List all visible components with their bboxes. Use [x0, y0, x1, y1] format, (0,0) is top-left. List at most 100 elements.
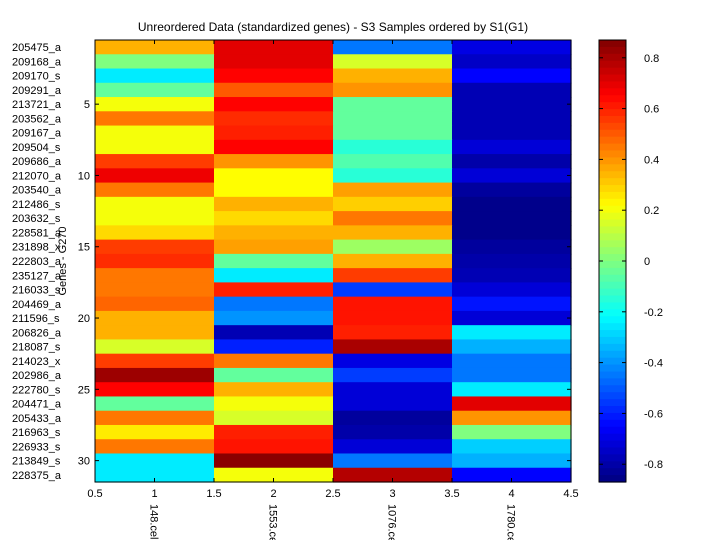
colorbar-segment: [599, 81, 626, 89]
colorbar-tick-label: 0.8: [644, 53, 659, 65]
gene-label: 218087_s: [12, 342, 61, 354]
heatmap-cell: [452, 111, 572, 127]
colorbar-segment: [599, 454, 626, 462]
heatmap-cell: [452, 367, 572, 383]
heatmap-cell: [452, 382, 572, 398]
colorbar-segment: [599, 95, 626, 103]
gene-label: 202986_a: [12, 370, 62, 382]
colorbar-segment: [599, 330, 626, 338]
colorbar-segment: [599, 178, 626, 186]
heatmap-cell: [95, 467, 215, 483]
heatmap-cell: [333, 396, 453, 412]
heatmap-cell: [214, 97, 334, 112]
heatmap-cell: [333, 40, 453, 55]
colorbar-segment: [599, 316, 626, 324]
heatmap-cell: [95, 353, 215, 369]
heatmap-cell: [214, 367, 334, 383]
y-axis-ticks: 5 10 15 20 25 30: [78, 99, 571, 468]
colorbar-segment: [599, 281, 626, 290]
heatmap-cell: [214, 310, 334, 326]
heatmap-cell: [333, 439, 453, 455]
heatmap-cell: [214, 296, 334, 312]
heatmap-cell: [95, 410, 215, 426]
heatmap-cell: [214, 211, 334, 226]
heatmap-cell: [333, 225, 453, 241]
heatmap-cell: [214, 325, 334, 341]
heatmap-cell: [333, 168, 453, 184]
colorbar-segment: [599, 60, 626, 69]
heatmap-cell: [214, 154, 334, 169]
heatmap-cell: [95, 111, 215, 127]
heatmap-cell: [452, 211, 572, 226]
heatmap-cell: [452, 40, 572, 55]
heatmap-cell: [452, 424, 572, 440]
x-tick-label: 4.5: [563, 488, 578, 500]
heatmap-cell: [452, 154, 572, 169]
heatmap-cell: [214, 268, 334, 283]
heatmap-cell: [214, 225, 334, 241]
colorbar-segment: [599, 150, 626, 159]
heatmap-cell: [452, 467, 572, 483]
colorbar-segment: [599, 115, 626, 124]
heatmap-cell: [452, 453, 572, 469]
heatmap-cell: [214, 40, 334, 55]
gene-label: 235127_a: [12, 270, 62, 282]
heatmap-cells: [95, 40, 572, 483]
y-tick-label: 5: [84, 99, 90, 111]
heatmap-cell: [95, 139, 215, 155]
colorbar-tick-label: -0.4: [644, 358, 663, 370]
heatmap-cell: [95, 225, 215, 241]
heatmap-cell: [333, 339, 453, 355]
gene-label: 212486_s: [12, 199, 61, 211]
heatmap-cell: [333, 54, 453, 70]
x-tick-label: 2: [270, 488, 276, 500]
colorbar-segment: [599, 226, 626, 234]
heatmap-cell: [95, 268, 215, 283]
heatmap-cell: [214, 282, 334, 298]
sample-label: 1780.cel: [505, 504, 517, 540]
heatmap-cell: [333, 296, 453, 312]
gene-label: 212070_a: [12, 171, 62, 183]
heatmap-cell: [95, 154, 215, 169]
heatmap-cell: [452, 82, 572, 98]
heatmap-cell: [95, 282, 215, 298]
heatmap-cell: [333, 125, 453, 141]
heatmap-cell: [452, 139, 572, 155]
colorbar-segment: [599, 371, 626, 380]
colorbar-segment: [599, 205, 626, 214]
y-axis-label: Genes - G270: [57, 226, 69, 295]
heatmap-cell: [214, 54, 334, 70]
heatmap-cell: [333, 154, 453, 169]
gene-label: 209504_s: [12, 142, 61, 154]
heatmap-cell: [452, 196, 572, 212]
heatmap-cell: [333, 196, 453, 212]
gene-label: 205433_a: [12, 413, 62, 425]
gene-label: 206826_a: [12, 327, 62, 339]
x-tick-label: 2.5: [325, 488, 340, 500]
heatmap-cell: [333, 424, 453, 440]
gene-label: 209686_a: [12, 156, 62, 168]
colorbar-segment: [599, 240, 626, 248]
heatmap-cell: [214, 410, 334, 426]
colorbar-segment: [599, 323, 626, 331]
heatmap-cell: [95, 168, 215, 184]
gene-label: 228375_a: [12, 470, 62, 482]
colorbar-segment: [599, 67, 626, 76]
heatmap-cell: [95, 125, 215, 141]
colorbar-segment: [599, 143, 626, 152]
y-tick-label: 25: [78, 384, 90, 396]
gene-label: 214023_x: [12, 356, 61, 368]
gene-label: 231898_x: [12, 242, 61, 254]
heatmap-cell: [95, 325, 215, 341]
gene-label: 222780_s: [12, 384, 61, 396]
colorbar-segment: [599, 461, 626, 469]
heatmap-cell: [95, 54, 215, 70]
y-tick-label: 10: [78, 171, 90, 183]
heatmap-cell: [95, 68, 215, 84]
colorbar-tick-label: -0.8: [644, 459, 663, 471]
heatmap-cell: [333, 268, 453, 283]
heatmap-cell: [214, 439, 334, 455]
heatmap-cell: [95, 253, 215, 269]
sample-label: 1553.cel: [267, 504, 279, 540]
heatmap-cell: [95, 424, 215, 440]
